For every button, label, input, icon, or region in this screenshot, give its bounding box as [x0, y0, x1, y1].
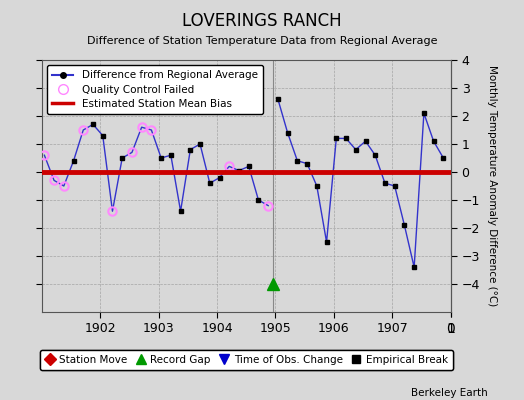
Text: Berkeley Earth: Berkeley Earth: [411, 388, 487, 398]
Y-axis label: Monthly Temperature Anomaly Difference (°C): Monthly Temperature Anomaly Difference (…: [487, 65, 497, 307]
Legend: Difference from Regional Average, Quality Control Failed, Estimated Station Mean: Difference from Regional Average, Qualit…: [47, 65, 263, 114]
Text: Difference of Station Temperature Data from Regional Average: Difference of Station Temperature Data f…: [87, 36, 437, 46]
Legend: Station Move, Record Gap, Time of Obs. Change, Empirical Break: Station Move, Record Gap, Time of Obs. C…: [39, 350, 453, 370]
Text: LOVERINGS RANCH: LOVERINGS RANCH: [182, 12, 342, 30]
